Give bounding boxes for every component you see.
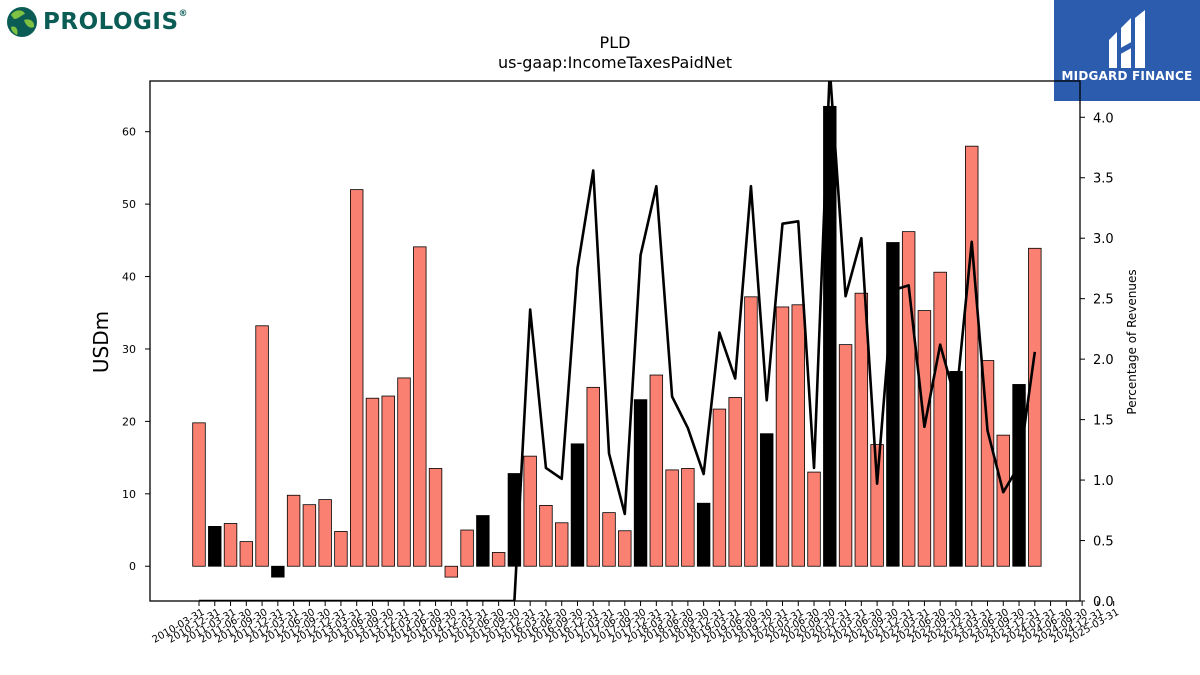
globe-icon <box>7 7 37 37</box>
bar <box>271 565 285 578</box>
bar <box>428 468 443 567</box>
bar <box>807 471 821 567</box>
bar <box>460 529 474 567</box>
y-tick-label: 20 <box>122 415 136 428</box>
bar <box>223 523 238 567</box>
bar <box>302 504 317 567</box>
bar <box>838 344 853 567</box>
plot-frame <box>149 80 1081 602</box>
y2-tick-label: 2.5 <box>1093 293 1114 308</box>
bar <box>823 105 837 567</box>
bar <box>397 377 411 567</box>
bar <box>696 502 711 567</box>
prologis-wordmark: PROLOGIS® <box>43 9 189 35</box>
bar <box>649 374 664 567</box>
bar <box>555 522 569 567</box>
bar <box>570 443 585 567</box>
midgard-emblem-icon <box>1109 10 1145 68</box>
bar <box>444 565 459 578</box>
y2-tick-label: 2.0 <box>1093 353 1114 368</box>
y2-tick-label: 3.0 <box>1093 232 1114 247</box>
bar <box>854 292 869 567</box>
bar <box>539 504 553 567</box>
bar <box>791 304 805 567</box>
bar <box>239 541 254 567</box>
bar <box>728 397 742 567</box>
y2-tick-label: 4.0 <box>1093 111 1114 126</box>
bar <box>523 455 537 567</box>
bar <box>1028 247 1042 567</box>
bar <box>208 526 222 567</box>
bar <box>476 515 490 567</box>
bar <box>491 552 506 567</box>
y-tick-label: 10 <box>122 488 136 501</box>
bar <box>681 468 695 567</box>
y2-tick-label: 1.0 <box>1093 474 1114 489</box>
bar <box>413 246 427 567</box>
bar <box>949 371 963 567</box>
bar <box>760 433 774 567</box>
midgard-finance-text: MIDGARD FINANCE <box>1061 69 1193 83</box>
bar <box>712 408 727 567</box>
bar <box>980 360 995 567</box>
bar <box>633 399 648 567</box>
bar <box>933 271 947 567</box>
line-series <box>199 81 1037 601</box>
chart-subtitle: us-gaap:IncomeTaxesPaidNet <box>498 53 732 72</box>
y-tick-label: 0 <box>129 560 136 573</box>
bar <box>192 422 206 567</box>
bar <box>586 386 600 567</box>
bar <box>602 512 616 567</box>
y2-tick-label: 0.5 <box>1093 535 1114 550</box>
y2-tick-label: 0.0 <box>1093 595 1114 610</box>
bar <box>255 325 269 567</box>
bar <box>665 469 679 567</box>
bar <box>901 231 916 567</box>
y-tick-label: 40 <box>122 271 136 284</box>
y2-axis-label: Percentage of Revenues <box>1125 269 1139 414</box>
bar <box>349 189 364 567</box>
bar <box>917 310 932 567</box>
midgard-finance-logo: MIDGARD FINANCE <box>1054 0 1200 101</box>
bar <box>744 296 758 567</box>
bars-group <box>192 105 1042 578</box>
y-axis-label: USDm <box>89 311 113 373</box>
bar <box>381 395 395 567</box>
y-tick-label: 50 <box>122 198 136 211</box>
bar <box>334 531 348 567</box>
bar <box>965 145 979 567</box>
y2-tick-label: 1.5 <box>1093 414 1114 429</box>
bar <box>318 499 332 567</box>
bar <box>996 434 1010 567</box>
bar <box>618 530 632 567</box>
bar <box>365 397 380 567</box>
bar <box>775 306 790 567</box>
y-tick-label: 30 <box>122 343 136 356</box>
bar <box>870 444 884 567</box>
y-tick-label: 60 <box>122 126 136 139</box>
prologis-logo: PROLOGIS® <box>5 5 188 39</box>
bar <box>286 494 301 567</box>
chart-title: PLD <box>600 33 631 52</box>
y2-tick-label: 3.5 <box>1093 172 1114 187</box>
